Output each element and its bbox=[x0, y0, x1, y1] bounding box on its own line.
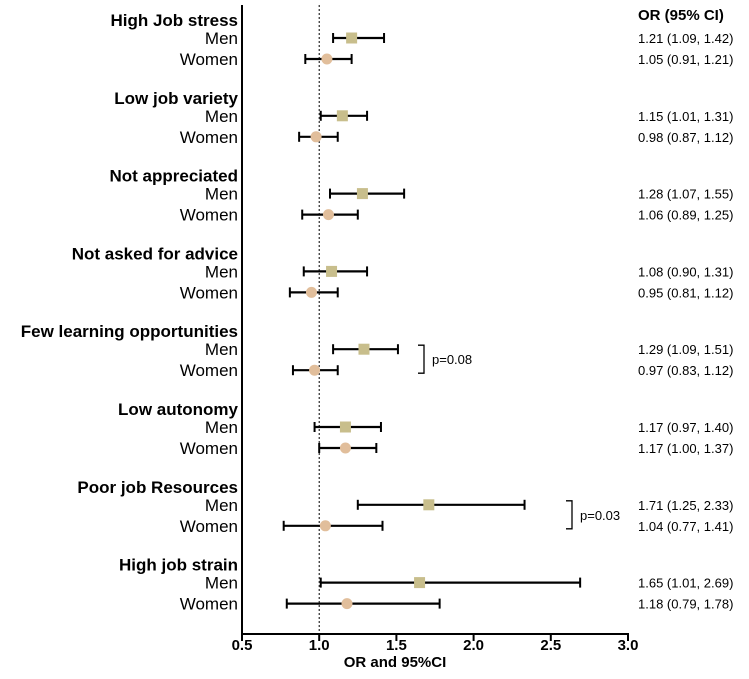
x-tick-label: 2.5 bbox=[540, 637, 561, 654]
sex-label: Men bbox=[205, 574, 238, 593]
x-tick-label: 1.0 bbox=[309, 637, 330, 654]
estimate-label: 1.21 (1.09, 1.42) bbox=[638, 31, 733, 46]
men-or-marker bbox=[326, 265, 338, 277]
men-or-marker bbox=[358, 343, 370, 355]
estimate-row: Men 1.21 (1.09, 1.42) bbox=[205, 29, 733, 48]
women-or-marker bbox=[339, 442, 351, 454]
bracket-line bbox=[418, 344, 425, 374]
axes: 0.5 1.0 1.5 2.0 2.5 3.0 bbox=[232, 5, 639, 654]
sex-label: Men bbox=[205, 496, 238, 515]
estimate-row: Women 1.04 (0.77, 1.41) bbox=[180, 517, 734, 536]
estimate-row: Men 1.17 (0.97, 1.40) bbox=[205, 418, 733, 437]
women-or-marker bbox=[305, 286, 317, 298]
pvalue-bracket: p=0.08 bbox=[418, 344, 472, 374]
sex-label: Women bbox=[180, 283, 238, 302]
group-title: Few learning opportunities bbox=[21, 322, 238, 341]
sex-label: Women bbox=[180, 361, 238, 380]
estimate-label: 0.95 (0.81, 1.12) bbox=[638, 285, 733, 300]
estimate-label: 1.29 (1.09, 1.51) bbox=[638, 342, 733, 357]
women-or-marker bbox=[322, 209, 334, 221]
group-title: High job strain bbox=[119, 556, 238, 575]
estimate-label: 1.71 (1.25, 2.33) bbox=[638, 498, 733, 513]
sex-label: Women bbox=[180, 206, 238, 225]
group-title: Low autonomy bbox=[118, 400, 238, 419]
estimate-label: 1.18 (0.79, 1.78) bbox=[638, 597, 733, 612]
men-or-marker bbox=[356, 188, 368, 200]
group-title: Not appreciated bbox=[110, 167, 238, 186]
estimate-label: 0.98 (0.87, 1.12) bbox=[638, 130, 733, 145]
estimate-row: Men 1.65 (1.01, 2.69) bbox=[205, 574, 733, 593]
x-tick-label: 0.5 bbox=[232, 637, 253, 654]
estimate-row: Women 0.98 (0.87, 1.12) bbox=[180, 128, 734, 147]
sex-label: Men bbox=[205, 340, 238, 359]
sex-label: Men bbox=[205, 185, 238, 204]
women-or-marker bbox=[309, 364, 321, 376]
estimate-row: Men 1.28 (1.07, 1.55) bbox=[205, 185, 733, 204]
pvalue-label: p=0.03 bbox=[580, 508, 620, 523]
estimate-row: Men 1.71 (1.25, 2.33) bbox=[205, 496, 733, 515]
women-or-marker bbox=[341, 598, 353, 610]
estimate-row: Women 1.05 (0.91, 1.21) bbox=[180, 50, 734, 69]
men-or-marker bbox=[336, 110, 348, 122]
estimate-label: 1.15 (1.01, 1.31) bbox=[638, 109, 733, 124]
x-tick-label: 3.0 bbox=[618, 637, 639, 654]
estimate-row: Men 1.15 (1.01, 1.31) bbox=[205, 107, 733, 126]
sex-label: Women bbox=[180, 128, 238, 147]
sex-label: Men bbox=[205, 262, 238, 281]
annotations: p=0.08 p=0.03 bbox=[418, 344, 620, 530]
estimate-label: 1.17 (0.97, 1.40) bbox=[638, 420, 733, 435]
estimate-label: 1.65 (1.01, 2.69) bbox=[638, 576, 733, 591]
men-or-marker bbox=[414, 577, 426, 589]
estimate-row: Men 1.29 (1.09, 1.51) bbox=[205, 340, 733, 359]
sex-label: Men bbox=[205, 29, 238, 48]
estimate-label: 1.06 (0.89, 1.25) bbox=[638, 208, 733, 223]
estimate-row: Women 0.95 (0.81, 1.12) bbox=[180, 283, 734, 302]
x-tick-label: 2.0 bbox=[463, 637, 484, 654]
sex-label: Women bbox=[180, 439, 238, 458]
bracket-line bbox=[566, 500, 573, 530]
sex-label: Men bbox=[205, 418, 238, 437]
sex-label: Women bbox=[180, 50, 238, 69]
pvalue-bracket: p=0.03 bbox=[566, 500, 620, 530]
men-or-marker bbox=[423, 499, 435, 511]
estimate-label: 1.08 (0.90, 1.31) bbox=[638, 264, 733, 279]
estimate-label: 0.97 (0.83, 1.12) bbox=[638, 363, 733, 378]
estimate-row: Women 0.97 (0.83, 1.12) bbox=[180, 361, 734, 380]
men-or-marker bbox=[346, 32, 358, 44]
pvalue-label: p=0.08 bbox=[432, 352, 472, 367]
group-title: High Job stress bbox=[110, 11, 238, 30]
estimate-row: Women 1.06 (0.89, 1.25) bbox=[180, 206, 734, 225]
sex-label: Women bbox=[180, 517, 238, 536]
group-title: Not asked for advice bbox=[72, 244, 238, 263]
estimate-label: 1.17 (1.00, 1.37) bbox=[638, 441, 733, 456]
men-or-marker bbox=[339, 421, 351, 433]
estimate-label: 1.28 (1.07, 1.55) bbox=[638, 187, 733, 202]
women-or-marker bbox=[319, 520, 331, 532]
estimate-row: Women 1.17 (1.00, 1.37) bbox=[180, 439, 734, 458]
group-title: Poor job Resources bbox=[77, 478, 238, 497]
sex-label: Men bbox=[205, 107, 238, 126]
estimate-row: Women 1.18 (0.79, 1.78) bbox=[180, 595, 734, 614]
estimate-label: 1.04 (0.77, 1.41) bbox=[638, 519, 733, 534]
estimate-row: Men 1.08 (0.90, 1.31) bbox=[205, 262, 733, 281]
x-axis-title: OR and 95%CI bbox=[344, 654, 447, 671]
estimate-column-header: OR (95% CI) bbox=[638, 7, 724, 24]
sex-label: Women bbox=[180, 595, 238, 614]
x-tick-label: 1.5 bbox=[386, 637, 407, 654]
women-or-marker bbox=[310, 131, 322, 143]
women-or-marker bbox=[321, 53, 333, 65]
estimate-label: 1.05 (0.91, 1.21) bbox=[638, 52, 733, 67]
group-title: Low job variety bbox=[114, 89, 238, 108]
